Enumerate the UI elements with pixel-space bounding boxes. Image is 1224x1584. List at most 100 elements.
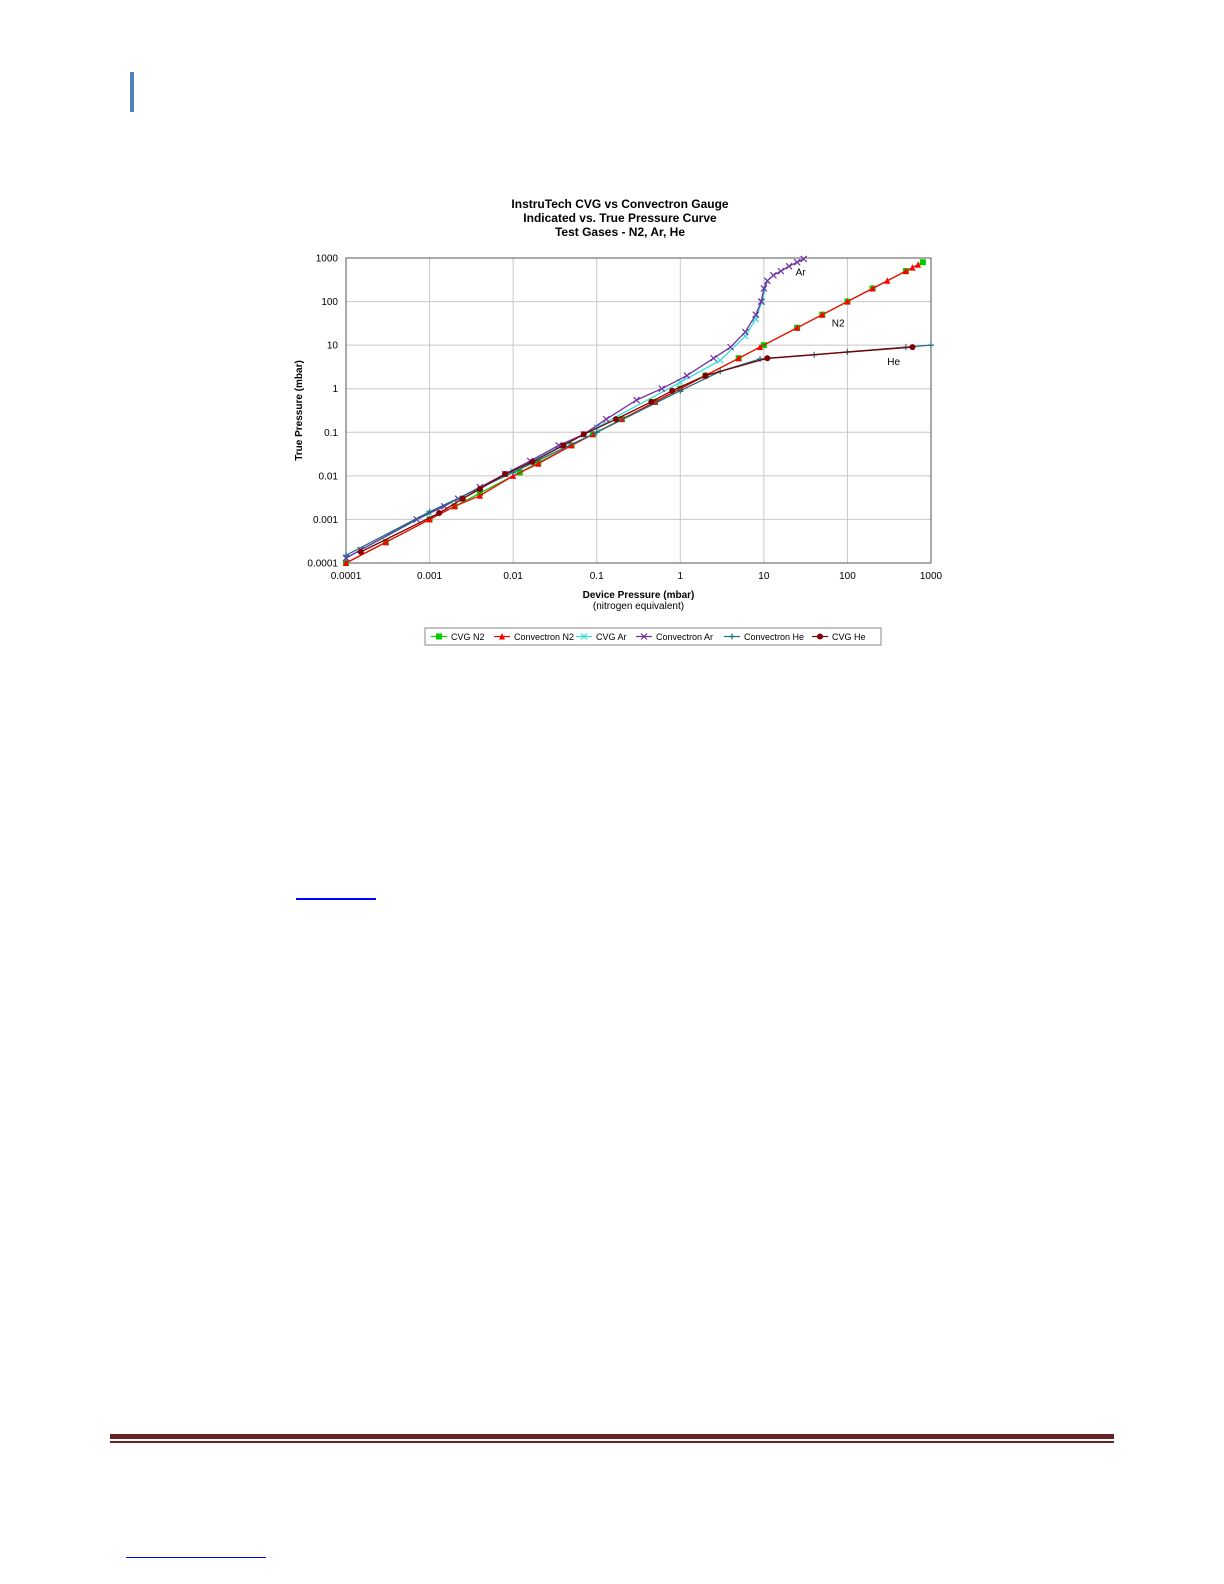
- x-axis-ticks: 0.0001 0.001 0.01 0.1 1 10 100 1000: [331, 571, 943, 582]
- chart-annotations: Ar N2 He: [796, 267, 901, 368]
- hyperlink-underline[interactable]: [296, 898, 376, 900]
- data-point: [794, 324, 801, 331]
- series-line: [345, 258, 804, 559]
- data-point: [884, 277, 891, 284]
- data-point: [710, 354, 717, 362]
- data-point: [902, 267, 909, 275]
- data-point: [357, 548, 364, 555]
- legend-item: CVG He: [812, 632, 866, 642]
- x-tick-label: 0.1: [590, 571, 604, 582]
- data-point: [580, 431, 587, 438]
- legend-box: [424, 627, 882, 646]
- data-point: [800, 255, 808, 263]
- y-axis-label: True Pressure (mbar): [294, 360, 305, 461]
- data-point: [459, 495, 466, 502]
- footer-rule: [110, 1434, 1114, 1443]
- series-convectron-he: [343, 342, 934, 559]
- data-point: [593, 429, 600, 436]
- y-tick-label: 0.01: [319, 471, 339, 482]
- data-point: [343, 559, 349, 566]
- x-tick-label: 10: [758, 571, 770, 582]
- data-point: [757, 343, 764, 351]
- legend-item: CVG N2: [431, 632, 485, 642]
- x-axis-label: Device Pressure (mbar)(nitrogen equivale…: [583, 590, 695, 612]
- annotation-label: He: [887, 357, 900, 368]
- x-axis-label-line: (nitrogen equivalent): [593, 601, 684, 612]
- data-point: [735, 354, 742, 362]
- series-line: [345, 264, 919, 564]
- chart-title: InstruTech CVG vs Convectron GaugeIndica…: [511, 197, 728, 239]
- data-point: [426, 515, 433, 523]
- x-tick-label: 100: [839, 571, 856, 582]
- legend-item: Convectron He: [724, 632, 804, 642]
- data-point: [476, 485, 483, 492]
- annotation-label: N2: [832, 318, 845, 329]
- data-point: [757, 298, 765, 305]
- data-point: [915, 261, 922, 268]
- chart-title-line: InstruTech CVG vs Convectron Gauge: [511, 197, 728, 211]
- legend-label: CVG N2: [451, 632, 485, 642]
- chart-series: [342, 255, 934, 566]
- data-point: [382, 538, 389, 546]
- data-point: [757, 356, 764, 363]
- data-point: [499, 633, 505, 640]
- series-line: [345, 280, 768, 559]
- y-tick-label: 1000: [316, 254, 339, 265]
- data-point: [658, 385, 666, 393]
- data-point: [869, 284, 876, 292]
- data-point: [648, 398, 655, 405]
- y-tick-label: 0.1: [324, 428, 338, 439]
- data-point: [844, 298, 851, 305]
- annotation-label: Ar: [796, 267, 807, 278]
- footer-link-underline[interactable]: [126, 1557, 266, 1558]
- data-point: [817, 633, 823, 640]
- data-point: [716, 356, 724, 364]
- heading-accent-bar: [130, 72, 134, 112]
- chart-title-line: Indicated vs. True Pressure Curve: [523, 211, 717, 225]
- series-line: [345, 344, 932, 556]
- x-tick-label: 0.001: [417, 571, 442, 582]
- y-tick-label: 1: [332, 384, 338, 395]
- legend-label: Convectron He: [744, 632, 804, 642]
- data-point: [683, 372, 691, 380]
- x-tick-label: 0.01: [503, 571, 523, 582]
- data-point: [677, 387, 684, 394]
- plot-area-frame: [345, 257, 932, 564]
- data-point: [343, 552, 349, 559]
- data-point: [612, 416, 619, 423]
- data-point: [729, 633, 735, 640]
- data-point: [426, 508, 433, 515]
- data-point: [633, 396, 641, 404]
- legend-item: Convectron Ar: [636, 632, 713, 642]
- data-point: [727, 343, 735, 351]
- data-point: [702, 372, 709, 379]
- data-point: [769, 271, 777, 279]
- data-point: [476, 492, 483, 499]
- data-point: [640, 633, 648, 640]
- legend-item: Convectron N2: [494, 632, 574, 642]
- data-point: [777, 267, 785, 275]
- data-point: [763, 277, 771, 285]
- data-point: [909, 264, 916, 271]
- legend-label: Convectron N2: [514, 632, 574, 642]
- chart-title-line: Test Gases - N2, Ar, He: [555, 225, 685, 239]
- data-point: [819, 311, 826, 318]
- legend-item: CVG Ar: [576, 632, 627, 642]
- x-tick-label: 0.0001: [331, 571, 362, 582]
- data-point: [436, 633, 442, 640]
- data-point: [535, 460, 542, 467]
- data-point: [793, 258, 801, 266]
- data-point: [510, 472, 517, 479]
- data-point: [580, 633, 588, 640]
- data-point: [560, 442, 567, 449]
- x-tick-label: 1: [678, 571, 684, 582]
- data-point: [502, 471, 509, 478]
- data-point: [602, 415, 610, 423]
- data-point: [529, 458, 536, 465]
- chart-legend: CVG N2 Convectron N2 CVG Ar Convectron Ar Co…: [424, 627, 882, 646]
- pressure-curve-chart: InstruTech CVG vs Convectron GaugeIndica…: [294, 197, 943, 646]
- data-point: [764, 355, 771, 362]
- data-point: [669, 387, 676, 394]
- data-point: [928, 342, 934, 349]
- x-tick-label: 1000: [920, 571, 943, 582]
